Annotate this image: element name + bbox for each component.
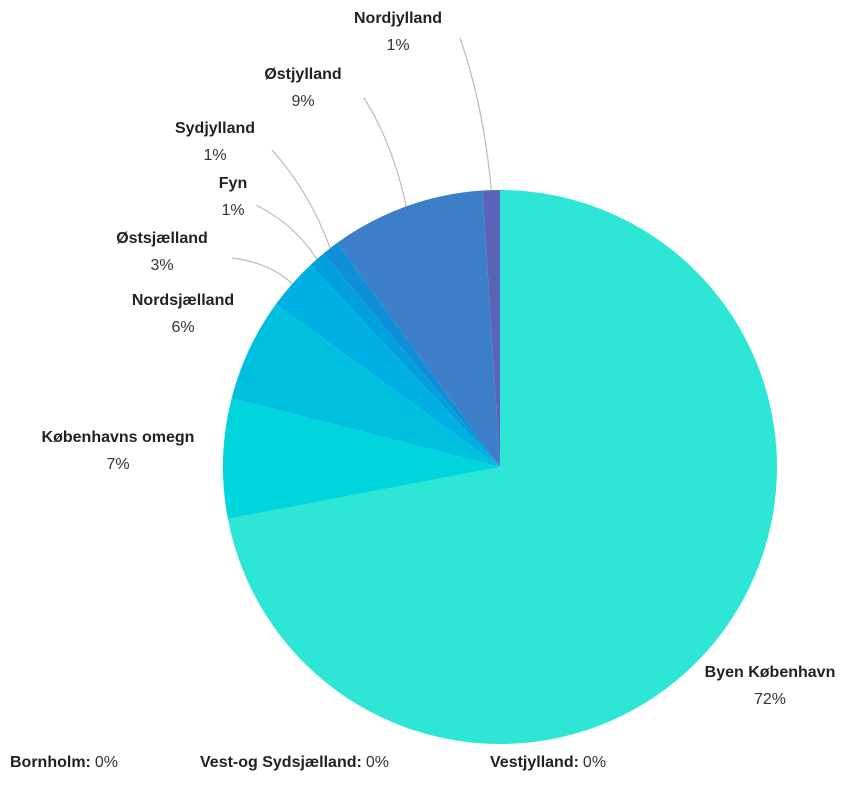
pie-slice bbox=[310, 253, 500, 467]
leader-line bbox=[255, 204, 318, 260]
slice-value-label: 3% bbox=[150, 257, 173, 274]
zero-item-name: Vestjylland bbox=[490, 754, 579, 771]
slice-value-label: 1% bbox=[203, 147, 226, 164]
pie-slice bbox=[231, 304, 501, 467]
leader-line bbox=[363, 97, 407, 207]
zero-item-label: 0% bbox=[94, 754, 118, 771]
zero-item-name: Bornholm bbox=[10, 754, 91, 771]
pie-slice bbox=[482, 190, 500, 467]
pie-slice bbox=[337, 190, 500, 467]
zero-item-label: 0% bbox=[582, 754, 607, 771]
pie-slice bbox=[275, 265, 500, 467]
slice-value-label: 6% bbox=[171, 319, 194, 336]
slice-name: Københavns omegn bbox=[42, 429, 195, 446]
slice-value-label: 9% bbox=[291, 93, 314, 110]
slice-name: Østsjælland bbox=[116, 230, 208, 247]
slice-name: Sydjylland bbox=[175, 120, 255, 137]
pie-slice bbox=[227, 190, 777, 744]
leader-line bbox=[459, 37, 492, 191]
zero-item: Vest-og Sydsjælland0% bbox=[200, 754, 389, 772]
pie-slice bbox=[223, 398, 501, 519]
zero-item-label: 0% bbox=[365, 754, 389, 771]
slice-name: Byen København bbox=[705, 664, 836, 681]
slice-value-label: 72% bbox=[754, 691, 786, 708]
slice-value-label: 1% bbox=[386, 37, 409, 54]
slice-name: Nordsjælland bbox=[132, 292, 234, 309]
slice-value-label: 7% bbox=[106, 456, 129, 473]
leader-line bbox=[231, 257, 293, 285]
slice-value-label: 1% bbox=[221, 202, 244, 219]
pie-slice bbox=[323, 242, 500, 467]
zero-item: Bornholm0% bbox=[10, 754, 118, 772]
leader-line bbox=[271, 149, 331, 249]
zero-item: Vestjylland0% bbox=[490, 754, 606, 772]
slice-name: Nordjylland bbox=[354, 10, 442, 27]
zero-item-name: Vest-og Sydsjælland bbox=[200, 754, 362, 771]
slice-name: Fyn bbox=[219, 175, 247, 192]
slice-name: Østjylland bbox=[264, 66, 341, 83]
